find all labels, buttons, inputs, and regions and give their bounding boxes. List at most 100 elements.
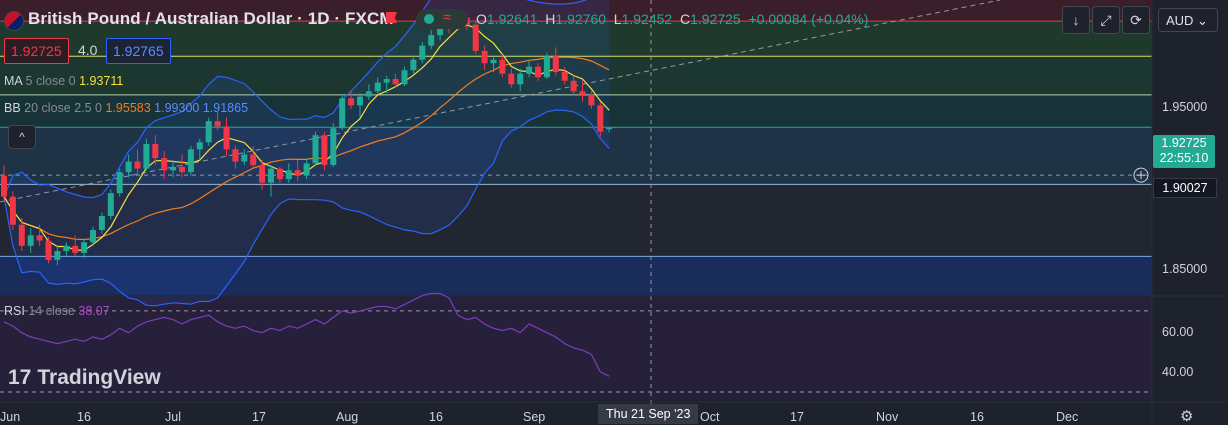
candle-body <box>473 25 479 51</box>
settings-gear-icon[interactable]: ⚙ <box>1180 407 1193 425</box>
candle-body <box>90 230 96 242</box>
candle-body <box>553 56 559 72</box>
fullscreen-button[interactable]: ⤢ <box>1092 6 1120 34</box>
candle-body <box>517 74 523 85</box>
ma-name: MA <box>4 74 22 88</box>
time-axis-label: Sep <box>523 410 545 424</box>
rsi-value: 38.07 <box>78 304 109 318</box>
open-label: O <box>476 11 487 27</box>
candle-body <box>535 67 541 78</box>
open-value: 1.92641 <box>487 11 538 27</box>
time-axis-label: 17 <box>252 410 266 424</box>
last-price-tag: 1.92725 22:55:10 <box>1153 135 1215 168</box>
candle-body <box>179 167 185 172</box>
candle-body <box>295 170 301 175</box>
bb-upper-value: 1.99300 <box>154 101 199 115</box>
candle-body <box>188 149 194 172</box>
time-axis-label: 17 <box>790 410 804 424</box>
low-label: L <box>614 11 622 27</box>
candle-body <box>126 162 132 173</box>
candle-body <box>428 35 434 46</box>
time-axis-label: Aug <box>336 410 358 424</box>
candle-body <box>339 98 345 128</box>
candle-body <box>304 163 310 175</box>
candle-body <box>19 225 25 246</box>
time-axis-label: 16 <box>970 410 984 424</box>
high-label: H <box>545 11 555 27</box>
candle-body <box>419 46 425 60</box>
candle-body <box>606 128 612 129</box>
candle-body <box>224 126 230 149</box>
candle-body <box>508 74 514 85</box>
bb-name: BB <box>4 101 21 115</box>
candle-body <box>241 155 247 162</box>
candle-body <box>10 197 16 225</box>
candle-body <box>215 121 221 126</box>
bb-params: 20 close 2.5 0 <box>24 101 102 115</box>
close-value: 1.92725 <box>690 11 741 27</box>
candle-body <box>259 165 265 183</box>
candle-body <box>277 169 283 180</box>
candle-body <box>544 56 550 77</box>
price-axis-label: 1.85000 <box>1162 262 1207 276</box>
tradingview-logo-icon: 17 <box>8 366 31 390</box>
candle-body <box>28 235 34 246</box>
tradingview-logo[interactable]: 17 TradingView <box>8 366 161 390</box>
candle-body <box>393 79 399 84</box>
snapshot-button[interactable]: ⟳ <box>1122 6 1150 34</box>
currency-select[interactable]: AUD ⌄ <box>1158 8 1218 32</box>
time-axis-label: Nov <box>876 410 898 424</box>
rsi-name: RSI <box>4 304 25 318</box>
bb-legend[interactable]: BB 20 close 2.5 0 1.95583 1.99300 1.9186… <box>4 101 248 115</box>
change-value: +0.00084 (+0.04%) <box>749 11 869 27</box>
bar-countdown: 22:55:10 <box>1153 151 1215 166</box>
symbol-flag-icon <box>4 11 24 31</box>
collapse-legend-button[interactable]: ^ <box>8 125 36 149</box>
candle-body <box>81 242 87 253</box>
candle-body <box>321 135 327 165</box>
rsi-axis-label: 60.00 <box>1162 325 1193 339</box>
candle-body <box>72 246 78 253</box>
candle-body <box>357 97 363 106</box>
candle-body <box>232 149 238 161</box>
candle-body <box>286 170 292 179</box>
logo-text: TradingView <box>37 366 160 389</box>
price-axis-label: 1.95000 <box>1162 100 1207 114</box>
data-delay-icon: ≈ <box>443 9 451 26</box>
ma-legend[interactable]: MA 5 close 0 1.93711 <box>4 74 123 88</box>
candle-body <box>313 135 319 163</box>
market-open-dot-icon <box>424 14 434 24</box>
ohlc-readout: O1.92641 H1.92760 L1.92452 C1.92725 +0.0… <box>476 11 868 27</box>
candle-body <box>402 70 408 84</box>
candle-body <box>135 162 141 169</box>
time-axis-label: Dec <box>1056 410 1078 424</box>
candle-body <box>588 95 594 106</box>
candle-body <box>597 105 603 131</box>
bb-mid-value: 1.95583 <box>106 101 151 115</box>
last-price-value: 1.92725 <box>1153 136 1215 151</box>
rsi-legend[interactable]: RSI 14 close 38.07 <box>4 304 110 318</box>
candle-body <box>268 169 274 183</box>
low-value: 1.92452 <box>622 11 673 27</box>
candle-body <box>348 98 354 105</box>
ma-params: 5 close 0 <box>26 74 76 88</box>
time-axis-label: Jul <box>165 410 181 424</box>
scroll-down-button[interactable]: ↓ <box>1062 6 1090 34</box>
sell-button[interactable]: 1.92725 <box>4 38 69 64</box>
candle-body <box>562 72 568 81</box>
candle-body <box>571 81 577 92</box>
candle-body <box>108 193 114 216</box>
rsi-params: 14 close <box>28 304 75 318</box>
candle-body <box>410 60 416 71</box>
time-axis-label: 16 <box>77 410 91 424</box>
buy-button[interactable]: 1.92765 <box>106 38 171 64</box>
candle-body <box>63 246 69 251</box>
symbol-title[interactable]: British Pound / Australian Dollar · 1D ·… <box>28 9 394 29</box>
candle-body <box>54 251 60 260</box>
time-axis-label: Jun <box>0 410 20 424</box>
spread-value: 4.0 <box>72 38 103 62</box>
crosshair-price-tag: 1.90027 <box>1153 178 1217 198</box>
candle-body <box>161 158 167 170</box>
candle-body <box>482 51 488 63</box>
